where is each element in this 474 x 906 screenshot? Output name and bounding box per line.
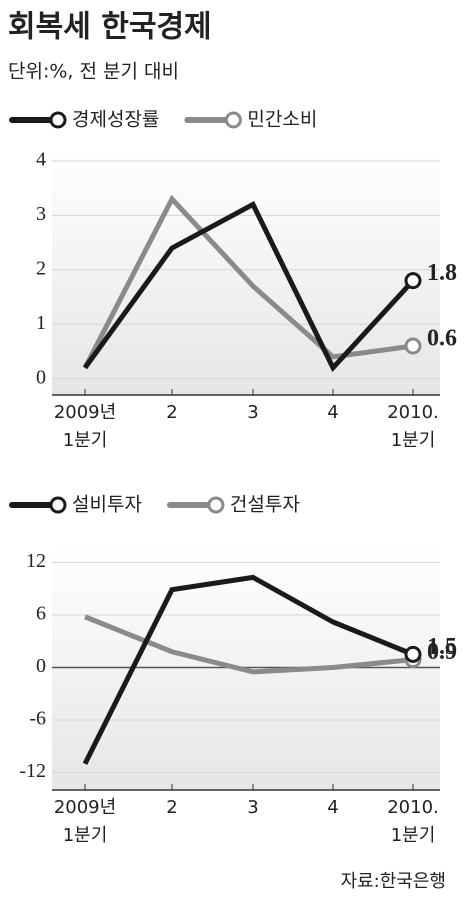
x-tick-label: 2 [166,402,177,423]
legend-label: 건설투자 [230,494,300,516]
subtitle: 단위:%, 전 분기 대비 [8,61,179,83]
end-marker [404,337,422,355]
y-tick-label: 0 [36,655,46,677]
y-tick-label: 12 [26,550,46,572]
y-tick-label: 4 [36,148,46,170]
x-tick-label: 3 [247,797,258,818]
y-tick-label: 6 [36,603,46,625]
source: 자료:한국은행 [341,871,446,892]
series-line [82,574,414,765]
x-tick-label: 2010. 1분기 [387,797,439,846]
x-tick-label: 2009년 1분기 [54,797,116,846]
legend-marker [49,111,67,129]
legend-marker [224,111,242,129]
legend-marker [207,496,225,514]
end-label: 1.5 [427,634,457,660]
legend-label: 경제성장률 [72,109,159,131]
series-line [84,614,414,675]
x-tick-label: 4 [327,797,338,818]
x-tick-label: 2 [166,797,177,818]
legend-label: 민간소비 [247,109,317,131]
end-label: 0.9 [427,639,457,665]
y-tick-label: -12 [19,760,46,782]
x-tick-label: 3 [247,402,258,423]
y-tick-label: 1 [36,312,46,334]
legend-marker [49,496,67,514]
end-label: 1.8 [427,260,457,286]
x-tick-label: 2009년 1분기 [54,402,116,451]
end-label: 0.6 [427,326,457,352]
legend-label: 설비투자 [72,494,142,516]
y-tick-label: -6 [29,708,46,730]
x-tick-label: 2010. 1분기 [387,402,439,451]
y-tick-label: 0 [36,366,46,388]
title: 회복세 한국경제 [8,10,212,45]
x-tick-label: 4 [327,402,338,423]
end-marker [404,272,422,290]
y-tick-label: 2 [36,257,46,279]
y-tick-label: 3 [36,203,46,225]
series-line [82,201,415,373]
series-line [82,194,414,369]
end-marker [404,645,422,663]
plot-background [52,150,440,395]
